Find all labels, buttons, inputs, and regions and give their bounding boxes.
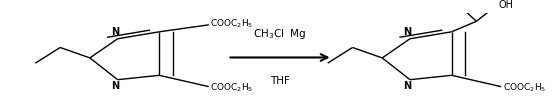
Text: N: N — [111, 27, 119, 37]
Text: N: N — [111, 81, 119, 91]
Text: OH: OH — [499, 0, 514, 10]
Text: CH$_3$Cl  Mg: CH$_3$Cl Mg — [253, 27, 307, 41]
Text: COOC$_2$H$_5$: COOC$_2$H$_5$ — [503, 81, 546, 94]
Text: N: N — [403, 81, 411, 91]
Text: COOC$_2$H$_5$: COOC$_2$H$_5$ — [210, 18, 254, 30]
Text: COOC$_2$H$_5$: COOC$_2$H$_5$ — [210, 81, 254, 94]
Text: THF: THF — [270, 76, 290, 86]
Text: N: N — [403, 27, 411, 37]
